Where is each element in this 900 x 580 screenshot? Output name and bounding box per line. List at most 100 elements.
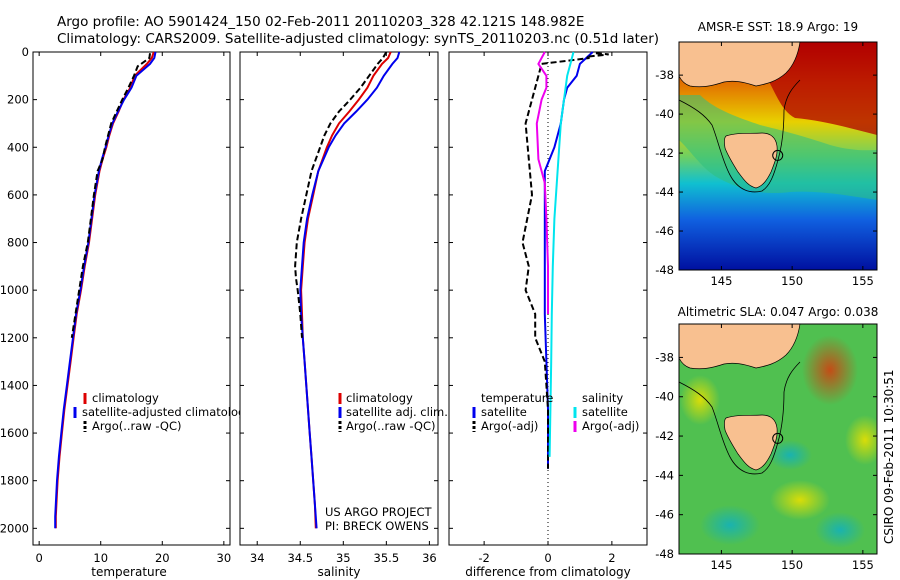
- sla-high-anomaly-4: [680, 375, 720, 425]
- sst-shelf-contour: [679, 79, 801, 193]
- difference-panel: -2 0 2 difference from climatology tempera…: [448, 51, 648, 579]
- sst-cool-band: [679, 95, 877, 200]
- salinity-series-satellite-adj-clim: [299, 51, 401, 529]
- sst-map-panel: AMSR-E SST: 18.9 Argo: 19 -38 -40 -42 -44 -4…: [655, 20, 878, 288]
- sst-map-lon-label: 155: [852, 274, 874, 288]
- sla-map-lon-label: 155: [852, 558, 874, 572]
- temperature-legend-clim: climatology: [92, 391, 159, 405]
- difference-x-tick-label: 2: [608, 551, 615, 565]
- sst-map-x-ticks: 145 150 155: [710, 42, 874, 288]
- sla-high-anomaly-3: [770, 480, 830, 520]
- difference-x-tick-label: -2: [478, 551, 489, 565]
- sla-map-panel: Altimetric SLA: 0.047 Argo: 0.038 -38 -40…: [655, 305, 879, 572]
- sla-float-marker: [772, 432, 784, 444]
- sla-map-image: [679, 324, 877, 554]
- credit-text: CSIRO 09-Feb-2011 10:30:51: [882, 369, 896, 544]
- temperature-lines: [54, 51, 157, 529]
- salinity-x-tick-label: 35.5: [374, 551, 400, 565]
- temperature-axes-box: [32, 51, 231, 546]
- salinity-x-ticks: 34 34.5 35 35.5 36: [250, 52, 437, 565]
- temperature-panel: 0 200 400 600 800 1000 1200 1400 1600 1800 2000 0 1…: [0, 45, 252, 579]
- salinity-x-tick-label: 36: [422, 551, 437, 565]
- temperature-legend: climatology satellite-adjusted climatolo…: [73, 391, 252, 433]
- sla-map-lon-label: 150: [781, 558, 803, 572]
- sla-high-anomaly-1: [802, 335, 858, 405]
- depth-tick-label: 0: [22, 45, 29, 59]
- sla-map-lat-label: -38: [655, 350, 674, 364]
- temperature-x-label: temperature: [91, 565, 166, 579]
- salinity-legend-clim: climatology: [346, 391, 413, 405]
- sst-map-image: [679, 42, 877, 270]
- temperature-legend-sat: satellite-adjusted climatology: [82, 405, 252, 419]
- depth-tick-label: 1400: [0, 378, 29, 392]
- header-line-1: Argo profile: AO 5901424_150 02-Feb-2011…: [57, 14, 584, 30]
- salinity-legend-argo: Argo(..raw -QC): [346, 419, 436, 433]
- sla-tasmania: [723, 414, 778, 471]
- difference-legend: temperature satellite Argo(-adj) salinit…: [472, 391, 639, 433]
- salinity-x-tick-label: 34: [250, 551, 265, 565]
- difference-legend-temp-argo: Argo(-adj): [481, 419, 538, 433]
- sla-map-title: Altimetric SLA: 0.047 Argo: 0.038: [678, 305, 879, 319]
- salinity-lines: [294, 51, 401, 529]
- salinity-series-argo-raw-qc: [294, 51, 388, 338]
- sla-map-frame: [678, 323, 878, 555]
- difference-legend-temp-sat: satellite: [481, 405, 527, 419]
- temperature-x-tick-label: 20: [155, 551, 170, 565]
- depth-tick-label: 1600: [0, 426, 29, 440]
- difference-series-salinity-satellite: [548, 51, 575, 457]
- depth-tick-label: 200: [7, 93, 29, 107]
- salinity-legend-sat: satellite adj. clim.: [346, 405, 448, 419]
- sst-float-marker: [772, 149, 784, 161]
- salinity-x-label: salinity: [317, 565, 360, 579]
- difference-series-temperature-argo-adj: [521, 52, 609, 469]
- depth-tick-label: 1200: [0, 331, 29, 345]
- sla-low-anomaly-2: [815, 512, 865, 548]
- temperature-x-tick-label: 10: [93, 551, 108, 565]
- sla-map-lat-label: -44: [655, 468, 674, 482]
- sla-mainland: [679, 324, 801, 370]
- salinity-x-tick-label: 34.5: [287, 551, 313, 565]
- sla-shelf-contour: [679, 361, 801, 475]
- difference-y-ticks: [449, 51, 647, 529]
- difference-lines: [521, 51, 609, 469]
- temperature-legend-argo: Argo(..raw -QC): [92, 419, 182, 433]
- sla-map-x-ticks: 145 150 155: [710, 324, 874, 572]
- sst-map-lat-label: -42: [655, 146, 674, 160]
- sst-map-lon-label: 145: [710, 274, 732, 288]
- sst-map-lat-label: -46: [655, 224, 674, 238]
- sla-map-lat-label: -42: [655, 429, 674, 443]
- salinity-legend: climatology satellite adj. clim. Argo(..…: [338, 391, 448, 433]
- sst-map-lat-label: -44: [655, 185, 674, 199]
- sst-map-frame: [678, 41, 878, 271]
- salinity-axes-box: [239, 51, 439, 546]
- sla-map-lat-label: -40: [655, 390, 674, 404]
- difference-legend-salt-title: salinity: [582, 391, 623, 405]
- sla-low-anomaly-1: [700, 505, 760, 545]
- sla-map-y-ticks: -38 -40 -42 -44 -46 -48: [655, 350, 877, 561]
- project-annotation: US ARGO PROJECT: [325, 505, 433, 519]
- difference-x-label: difference from climatology: [465, 565, 631, 579]
- sla-high-anomaly-2: [845, 415, 877, 465]
- sst-map-y-ticks: -38 -40 -42 -44 -46 -48: [655, 68, 877, 277]
- sla-map-lat-label: -46: [655, 508, 674, 522]
- temperature-series-argo-raw-qc: [70, 53, 151, 338]
- temperature-y-ticks: 0 200 400 600 800 1000 1200 1400 1600 1800 2000: [0, 45, 230, 535]
- sst-map-title: AMSR-E SST: 18.9 Argo: 19: [698, 20, 858, 34]
- depth-tick-label: 1800: [0, 474, 29, 488]
- difference-legend-salt-sat: satellite: [582, 405, 628, 419]
- salinity-panel: 34 34.5 35 35.5 36 salinity climatology sate…: [239, 51, 448, 579]
- salinity-x-tick-label: 35: [336, 551, 351, 565]
- difference-legend-temp-title: temperature: [481, 391, 553, 405]
- difference-series-salinity-argo-adj: [535, 51, 549, 314]
- difference-legend-salt-argo: Argo(-adj): [582, 419, 639, 433]
- sst-map-lat-label: -38: [655, 68, 674, 82]
- sla-map-lon-label: 145: [710, 558, 732, 572]
- sst-map-lat-label: -40: [655, 107, 674, 121]
- sla-map-lat-label: -48: [655, 547, 674, 561]
- sst-mainland: [679, 42, 801, 88]
- sst-tasmania: [723, 132, 778, 189]
- salinity-y-ticks: [240, 51, 438, 529]
- temperature-x-tick-label: 0: [35, 551, 42, 565]
- depth-tick-label: 400: [7, 140, 29, 154]
